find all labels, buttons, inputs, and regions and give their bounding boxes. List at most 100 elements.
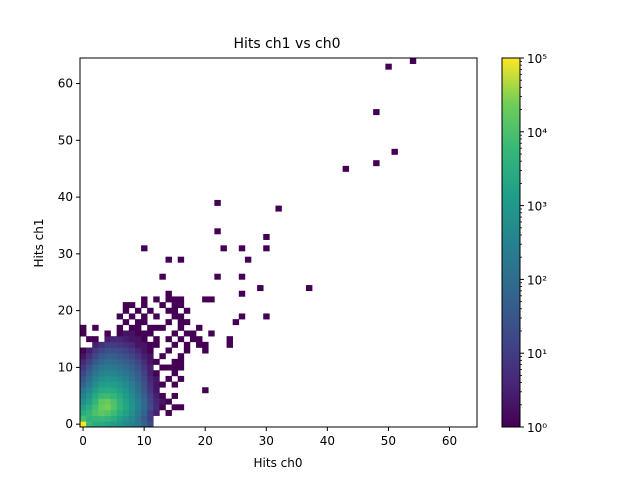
heatmap-cell [147, 347, 154, 354]
heatmap-cell [80, 381, 87, 388]
heatmap-cell [92, 358, 99, 365]
heatmap-cell [104, 387, 111, 394]
heatmap-cell [134, 358, 142, 365]
heatmap-cell [177, 358, 185, 365]
heatmap-cell [122, 381, 130, 388]
heatmap-cell [391, 148, 398, 155]
heatmap-cell [116, 409, 124, 416]
heatmap-cell [171, 370, 179, 377]
x-axis-label: Hits ch0 [254, 456, 303, 470]
heatmap-cell [208, 330, 215, 337]
heatmap-cell [134, 398, 142, 405]
heatmap-cell [134, 324, 142, 331]
heatmap-cell [98, 370, 105, 377]
heatmap-cell [110, 387, 117, 394]
heatmap-cell [159, 353, 166, 360]
heatmap-cell [98, 387, 105, 394]
heatmap-cell [116, 421, 124, 428]
colorbar [501, 57, 521, 428]
heatmap-cell [86, 392, 93, 399]
heatmap-cell [92, 392, 99, 399]
y-tick-label: 20 [58, 304, 73, 318]
heatmap-cell [122, 347, 130, 354]
heatmap-cell [98, 381, 105, 388]
heatmap-cell [171, 392, 179, 399]
heatmap-cell [165, 296, 172, 303]
colorbar-tick-label: 10¹ [527, 347, 547, 361]
heatmap-cell [238, 290, 246, 297]
heatmap-cell [147, 370, 154, 377]
heatmap-cell [116, 353, 124, 360]
heatmap-cell [165, 319, 172, 326]
heatmap-cell [128, 421, 136, 428]
heatmap-cell [80, 324, 87, 331]
heatmap-cell [183, 341, 191, 348]
heatmap-cell [92, 421, 99, 428]
heatmap-cell [189, 330, 197, 337]
heatmap-cell [196, 336, 203, 343]
x-tick-label: 50 [381, 434, 396, 448]
heatmap-cell [134, 387, 142, 394]
heatmap-cell [110, 336, 117, 343]
heatmap-cell [80, 387, 87, 394]
x-axis-ticks: 0 10 20 30 40 50 60 [79, 427, 457, 448]
heatmap-cell [177, 375, 185, 382]
heatmap-cell [171, 302, 179, 309]
heatmap-cell [147, 398, 154, 405]
heatmap-cell [141, 409, 148, 416]
heatmap-cell [141, 302, 148, 309]
heatmap-cell [128, 353, 136, 360]
y-tick-label: 10 [58, 360, 73, 374]
heatmap-cell [134, 421, 142, 428]
heatmap-cell [263, 233, 270, 240]
heatmap-cell [165, 290, 172, 297]
heatmap-cell [98, 398, 105, 405]
heatmap-cell [147, 330, 154, 337]
heatmap-cell [122, 404, 130, 411]
heatmap-cell [104, 404, 111, 411]
y-axis-label: Hits ch1 [32, 219, 46, 268]
heatmap-cell [153, 375, 160, 382]
heatmap-cell [80, 375, 87, 382]
heatmap-cell [141, 370, 148, 377]
heatmap-cell [134, 330, 142, 337]
heatmap-cell [153, 392, 160, 399]
heatmap-cell [171, 313, 179, 320]
heatmap-cell [202, 296, 209, 303]
heatmap-cell [110, 404, 117, 411]
heatmap-cell [141, 313, 148, 320]
heatmap-cell [116, 381, 124, 388]
heatmap-cell [122, 358, 130, 365]
heatmap-cell [153, 381, 160, 388]
heatmap-cell [98, 358, 105, 365]
heatmap-cell [153, 398, 160, 405]
heatmap-cell [80, 392, 87, 399]
colorbar-tick-label: 10⁴ [527, 126, 547, 140]
heatmap-cell [238, 245, 246, 252]
heatmap-cell [122, 421, 130, 428]
y-tick-label: 40 [58, 190, 73, 204]
heatmap-cell [92, 336, 99, 343]
x-tick-label: 40 [320, 434, 335, 448]
heatmap-cell [147, 409, 154, 416]
heatmap-cell [86, 398, 93, 405]
heatmap-cell [147, 415, 154, 422]
heatmap-cell [147, 364, 154, 371]
heatmap-cell [80, 409, 87, 416]
heatmap-cell [92, 347, 99, 354]
heatmap-cell [110, 398, 117, 405]
heatmap-cell [171, 330, 179, 337]
heatmap-cell [116, 392, 124, 399]
heatmap-cell [373, 109, 380, 116]
heatmap-cell [104, 364, 111, 371]
heatmap-cell [171, 307, 179, 314]
heatmap-cell [128, 330, 136, 337]
heatmap-cell [116, 313, 124, 320]
heatmap-cell [226, 336, 233, 343]
heatmap-cell [147, 307, 154, 314]
heatmap-cell [122, 415, 130, 422]
heatmap-cell [141, 415, 148, 422]
heatmap-cell [220, 245, 227, 252]
heatmap-cell [165, 336, 172, 343]
heatmap-cell [116, 398, 124, 405]
